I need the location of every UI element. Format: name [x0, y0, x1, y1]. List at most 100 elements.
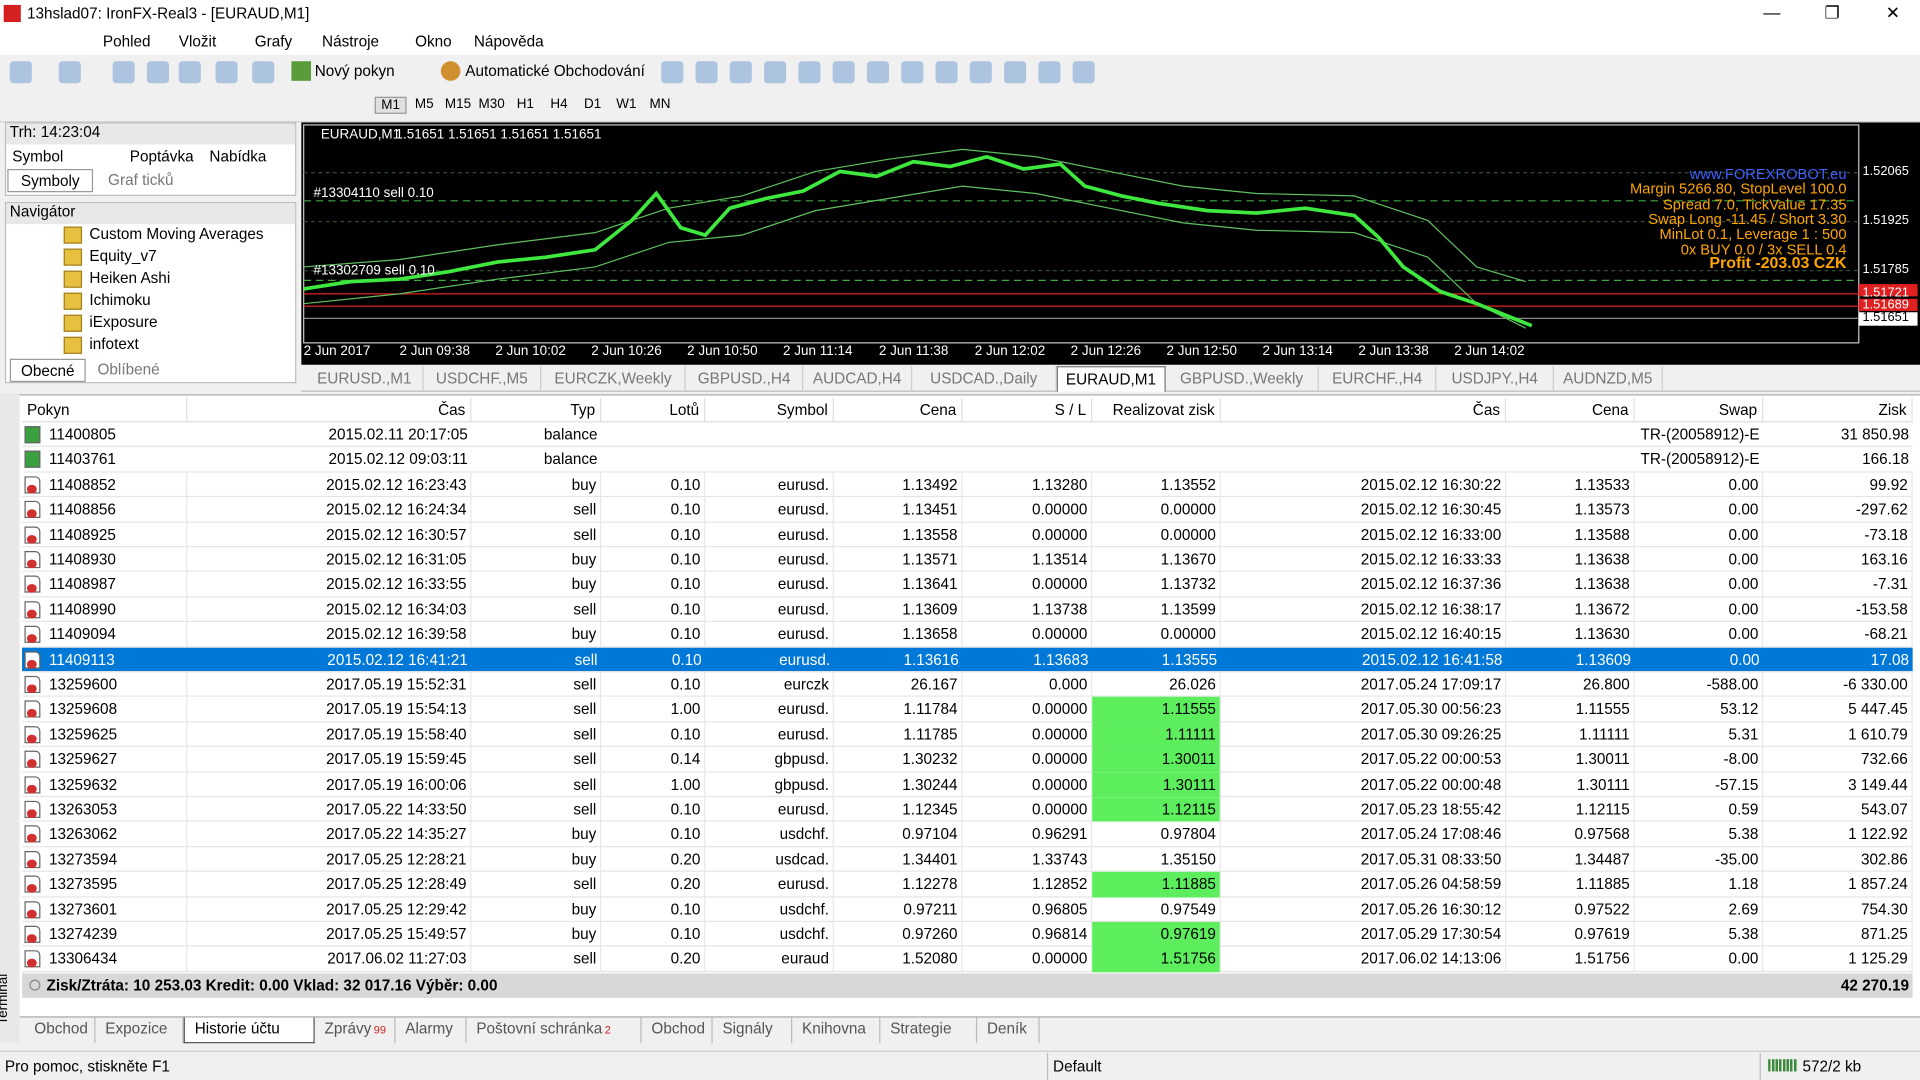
- chart-tab[interactable]: GBPUSD.,Weekly: [1165, 366, 1320, 392]
- navigator-item[interactable]: Ichimoku: [89, 291, 151, 309]
- timeframe-button[interactable]: M15: [444, 96, 472, 112]
- toolbar-icon[interactable]: [661, 61, 684, 84]
- toolbar-icon[interactable]: [291, 61, 312, 81]
- column-header[interactable]: Cena: [834, 397, 963, 423]
- navigator-item[interactable]: infotext: [89, 335, 139, 353]
- toolbar-icon[interactable]: [832, 61, 855, 84]
- column-header[interactable]: Symbol: [705, 397, 834, 423]
- table-row[interactable]: [22, 572, 1913, 598]
- terminal-tab[interactable]: Obchod: [642, 1017, 713, 1044]
- column-header[interactable]: Čas: [1221, 397, 1507, 423]
- column-header[interactable]: Nabídka: [209, 148, 267, 166]
- navigator-item[interactable]: Equity_v7: [89, 247, 157, 265]
- table-row[interactable]: [22, 697, 1913, 723]
- chart-tab[interactable]: USDCHF.,M5: [424, 366, 542, 392]
- toolbar-icon[interactable]: [58, 61, 81, 84]
- new-order-button[interactable]: Nový pokyn: [314, 62, 395, 80]
- toolbar-icon[interactable]: [969, 61, 992, 84]
- chart-tab[interactable]: USDCAD.,Daily: [912, 366, 1057, 392]
- toolbar-icon[interactable]: [798, 61, 821, 84]
- table-row[interactable]: [22, 772, 1913, 798]
- terminal-tab[interactable]: Signály: [713, 1017, 793, 1044]
- table-row[interactable]: [22, 722, 1913, 748]
- column-header[interactable]: Pokyn: [22, 397, 188, 423]
- panel-tab[interactable]: Symboly: [7, 168, 94, 193]
- navigator-item[interactable]: Custom Moving Averages: [89, 225, 264, 243]
- terminal-tab[interactable]: Deník: [977, 1017, 1040, 1044]
- column-header[interactable]: Symbol: [12, 148, 64, 166]
- column-header[interactable]: Swap: [1635, 397, 1764, 423]
- column-header[interactable]: Zisk: [1763, 397, 1913, 423]
- menu-item[interactable]: Pohled: [102, 33, 151, 51]
- window-button[interactable]: ❐: [1824, 2, 1840, 23]
- menu-item[interactable]: Grafy: [254, 33, 293, 51]
- table-row[interactable]: [22, 672, 1913, 698]
- chart-tab[interactable]: EURUSD.,M1: [306, 366, 424, 392]
- terminal-tab[interactable]: Alarmy: [396, 1017, 467, 1044]
- toolbar-icon[interactable]: [440, 61, 461, 81]
- menu-item[interactable]: Vložit: [178, 33, 217, 51]
- column-header[interactable]: Čas: [187, 397, 472, 423]
- panel-tab[interactable]: Oblíbené: [97, 361, 160, 379]
- terminal-tab[interactable]: Zprávy 99: [315, 1017, 396, 1044]
- panel-tab[interactable]: Obecné: [9, 358, 86, 383]
- chart-tab[interactable]: EURAUD,M1: [1056, 366, 1166, 392]
- table-row[interactable]: [22, 872, 1913, 898]
- table-row[interactable]: [22, 897, 1913, 923]
- column-header[interactable]: Poptávka: [129, 148, 194, 166]
- terminal-tab[interactable]: Expozice: [96, 1017, 184, 1044]
- timeframe-button[interactable]: M30: [478, 96, 505, 112]
- timeframe-button[interactable]: MN: [649, 96, 671, 112]
- column-header[interactable]: Typ: [471, 397, 602, 423]
- chart-tab[interactable]: GBPUSD.,H4: [686, 366, 804, 392]
- menu-item[interactable]: Okno: [415, 33, 452, 51]
- table-row[interactable]: [22, 822, 1913, 848]
- toolbar-icon[interactable]: [112, 61, 135, 84]
- menu-item[interactable]: Nápověda: [473, 33, 544, 51]
- timeframe-button[interactable]: M5: [414, 96, 434, 112]
- column-header[interactable]: Lotů: [601, 397, 706, 423]
- table-row[interactable]: [22, 847, 1913, 873]
- timeframe-button[interactable]: H4: [550, 96, 568, 112]
- chart-tab[interactable]: AUDNZD,M5: [1554, 366, 1663, 392]
- toolbar-icon[interactable]: [1038, 61, 1061, 84]
- navigator-item[interactable]: Heiken Ashi: [89, 269, 171, 287]
- table-row[interactable]: [22, 597, 1913, 623]
- window-button[interactable]: ✕: [1885, 2, 1901, 23]
- navigator-item[interactable]: iExposure: [89, 313, 158, 331]
- terminal-tab[interactable]: Obchod: [24, 1017, 96, 1044]
- toolbar-icon[interactable]: [729, 61, 752, 84]
- terminal-tab[interactable]: Poštovní schránka 2: [467, 1017, 642, 1044]
- table-row[interactable]: [22, 547, 1913, 573]
- timeframe-button[interactable]: H1: [516, 96, 534, 112]
- menu-item[interactable]: Nástroje: [322, 33, 380, 51]
- terminal-tab[interactable]: Strategie: [880, 1017, 978, 1044]
- column-header[interactable]: S / L: [962, 397, 1093, 423]
- toolbar-icon[interactable]: [146, 61, 169, 84]
- toolbar-icon[interactable]: [764, 61, 787, 84]
- auto-trading-button[interactable]: Automatické Obchodování: [465, 62, 645, 80]
- timeframe-button[interactable]: W1: [616, 96, 637, 112]
- table-row[interactable]: [22, 497, 1913, 523]
- toolbar-icon[interactable]: [178, 61, 201, 84]
- toolbar-icon[interactable]: [935, 61, 958, 84]
- chart-tab[interactable]: AUDCAD,H4: [803, 366, 912, 392]
- column-header[interactable]: Cena: [1506, 397, 1635, 423]
- terminal-tab[interactable]: Historie účtu: [183, 1017, 315, 1044]
- timeframe-button[interactable]: D1: [584, 96, 602, 112]
- column-header[interactable]: Realizovat zisk: [1092, 397, 1221, 423]
- table-row[interactable]: [22, 922, 1913, 948]
- toolbar-icon[interactable]: [695, 61, 718, 84]
- toolbar-icon[interactable]: [901, 61, 924, 84]
- toolbar-icon[interactable]: [9, 61, 32, 84]
- chart-tab[interactable]: EURCHF.,H4: [1319, 366, 1437, 392]
- table-row[interactable]: [22, 797, 1913, 823]
- table-row[interactable]: [22, 947, 1913, 972]
- chart-tab[interactable]: EURCZK,Weekly: [541, 366, 686, 392]
- toolbar-icon[interactable]: [252, 61, 275, 84]
- terminal-tab[interactable]: Knihovna: [792, 1017, 881, 1044]
- chart-tab[interactable]: USDJPY.,H4: [1437, 366, 1555, 392]
- timeframe-button[interactable]: M1: [374, 96, 407, 114]
- table-row[interactable]: [22, 422, 1913, 448]
- toolbar-icon[interactable]: [1004, 61, 1027, 84]
